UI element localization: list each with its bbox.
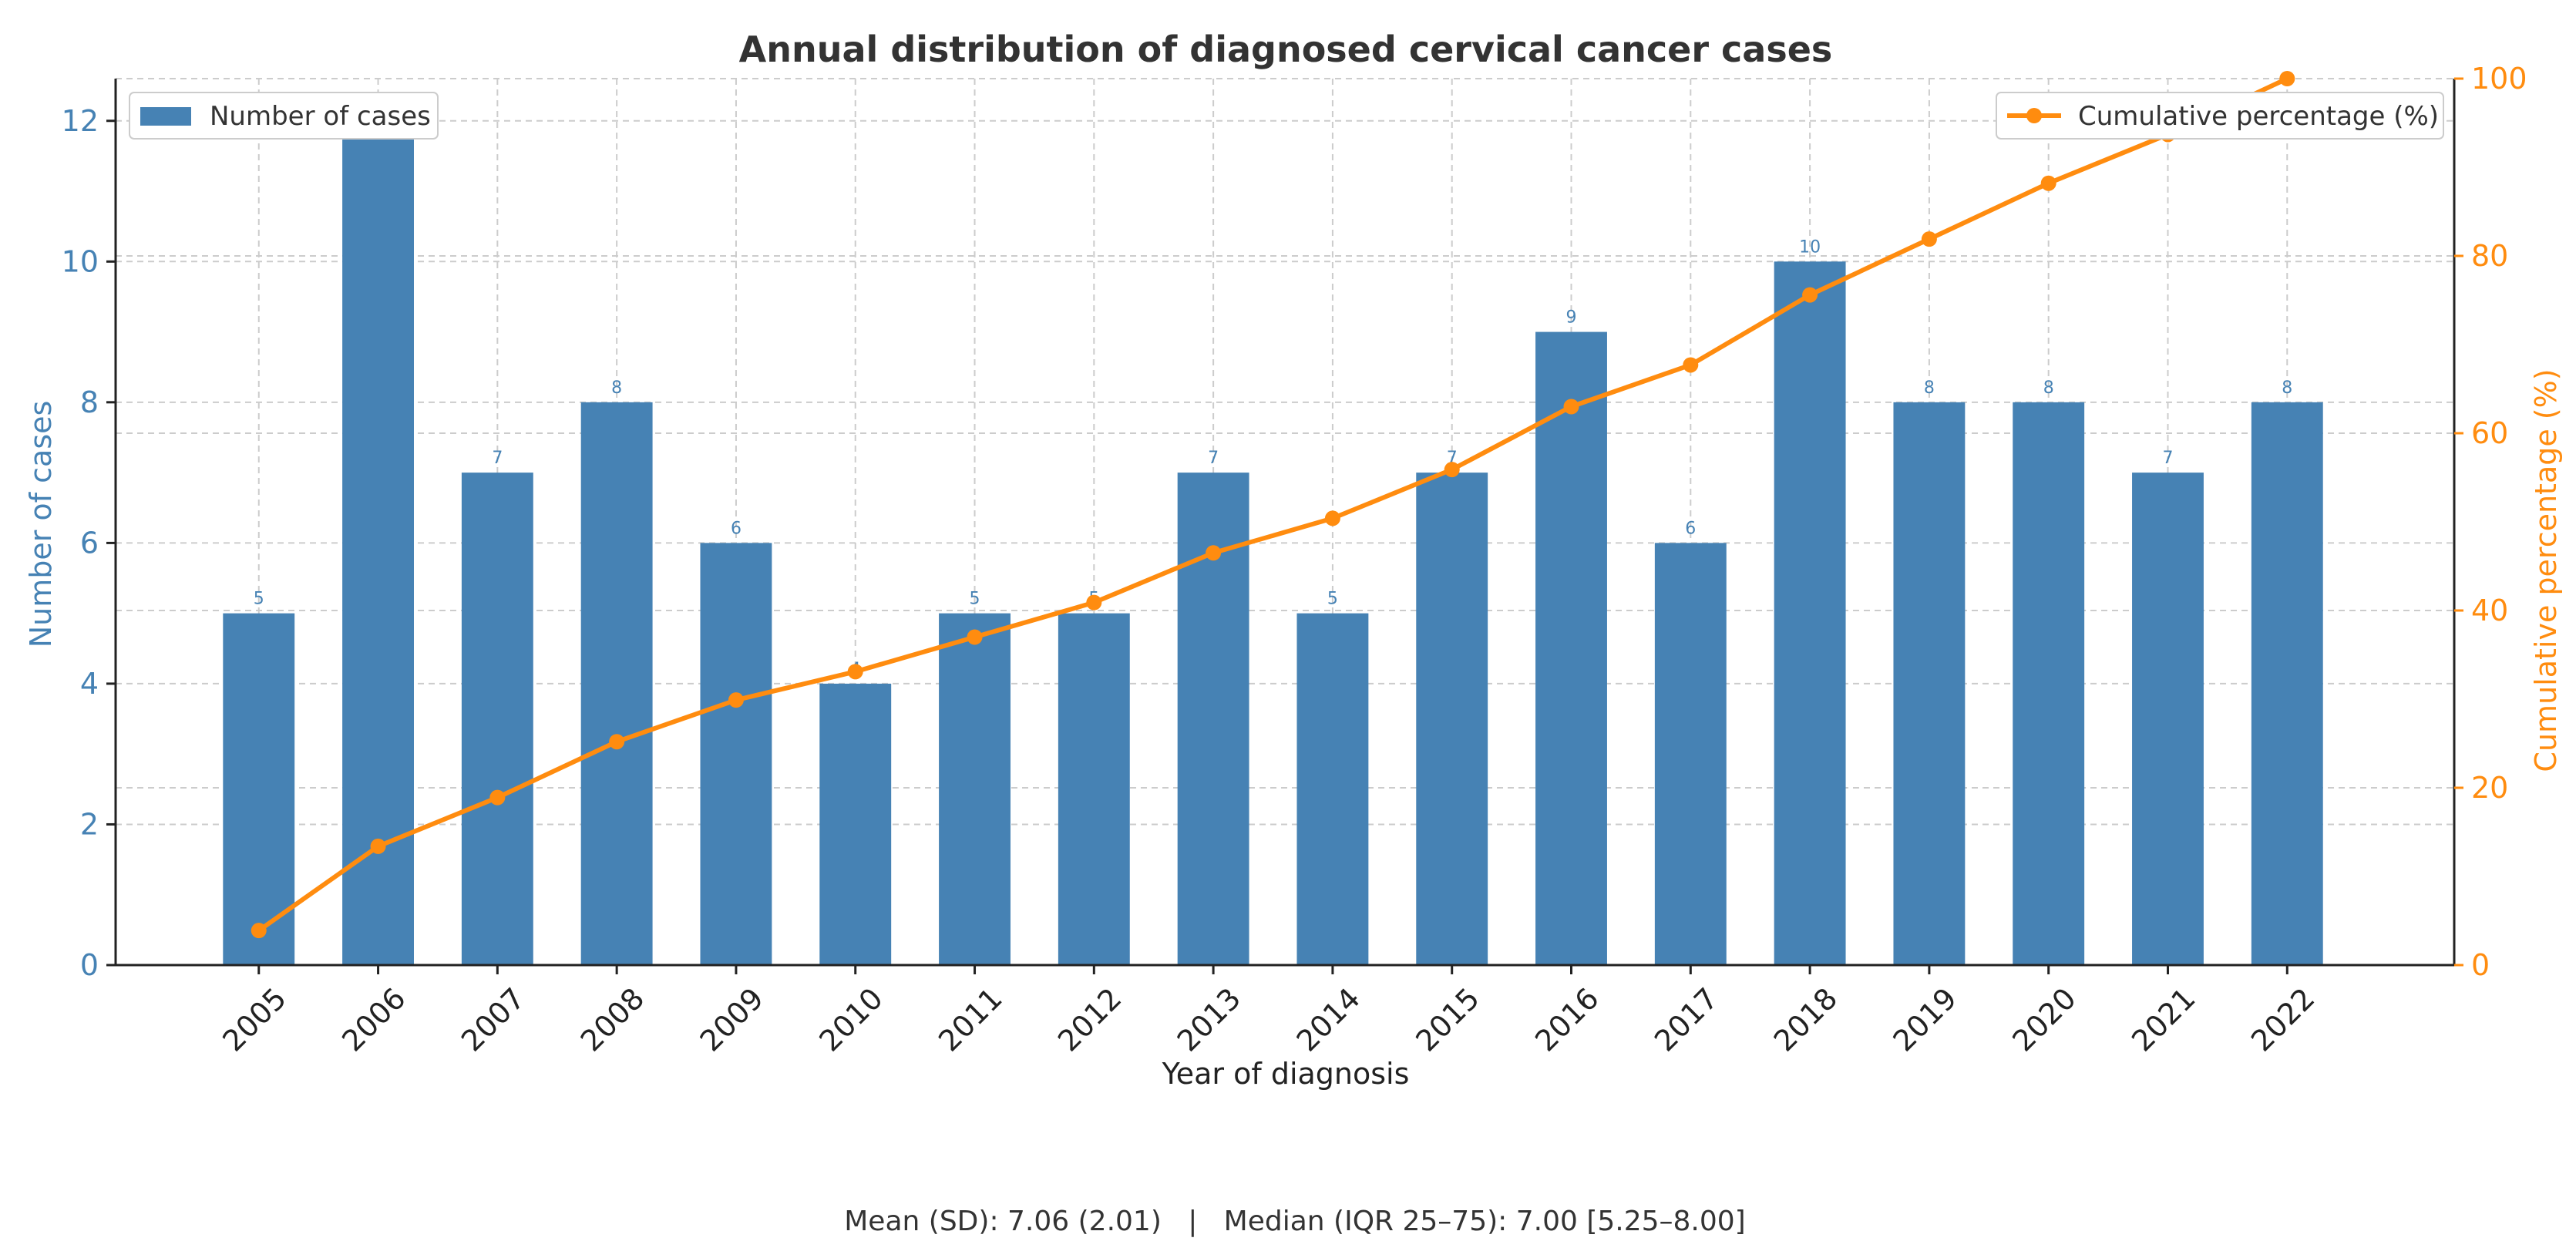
y-axis-label-left: Number of cases — [24, 401, 58, 648]
bar-value-label: 10 — [1799, 237, 1821, 257]
bar-value-label: 6 — [1685, 519, 1696, 538]
bar — [580, 402, 653, 965]
x-tick-label: 2021 — [2125, 981, 2202, 1058]
cumulative-point — [251, 923, 267, 939]
x-tick-label: 2013 — [1171, 981, 1248, 1058]
bar — [1296, 613, 1369, 965]
bar-value-label: 8 — [1924, 378, 1935, 398]
x-tick-label: 2006 — [335, 981, 412, 1058]
x-tick-label: 2010 — [812, 981, 889, 1058]
x-tick-label: 2014 — [1290, 981, 1367, 1058]
bar — [1893, 402, 1966, 965]
bar-value-label: 7 — [1208, 449, 1219, 468]
cumulative-point — [847, 664, 863, 680]
bar — [1774, 261, 1846, 965]
cumulative-point — [489, 789, 506, 806]
bar-value-label: 7 — [2162, 449, 2173, 468]
bar-value-label: 5 — [970, 590, 980, 609]
x-tick-label: 2007 — [455, 981, 532, 1058]
cumulative-point — [1086, 594, 1102, 610]
legend-bars-label: Number of cases — [210, 101, 431, 132]
cumulative-point — [2040, 175, 2056, 191]
bar — [819, 683, 892, 965]
y-tick-left-label: 8 — [80, 385, 99, 419]
axes-layer — [114, 79, 2456, 967]
y-tick-left-label: 12 — [62, 104, 99, 138]
legend-bars-swatch — [140, 107, 191, 126]
legend-line-marker — [2026, 108, 2042, 123]
x-tick-label: 2015 — [1409, 981, 1486, 1058]
bar — [2132, 473, 2204, 965]
y-tick-left-label: 10 — [62, 244, 99, 278]
bar-value-label: 7 — [492, 449, 503, 468]
cumulative-point — [370, 838, 386, 854]
cumulative-point — [967, 629, 983, 645]
x-tick-label: 2008 — [574, 981, 651, 1058]
y-tick-right-label: 0 — [2471, 948, 2490, 982]
bar-value-label: 9 — [1566, 308, 1577, 328]
bar — [1654, 543, 1727, 965]
bar — [1416, 473, 1488, 965]
y-tick-right-label: 20 — [2471, 771, 2508, 805]
bar-value-label: 5 — [1327, 590, 1338, 609]
bar — [2251, 402, 2323, 965]
cumulative-point — [1444, 462, 1460, 478]
y-tick-left-label: 6 — [80, 526, 99, 560]
x-tick-label: 2005 — [216, 981, 293, 1058]
legend-line-label: Cumulative percentage (%) — [2078, 101, 2439, 132]
legend-line: Cumulative percentage (%) — [1996, 92, 2444, 140]
x-tick-label: 2022 — [2245, 981, 2322, 1058]
bar-value-label: 8 — [2043, 378, 2054, 398]
bar — [1058, 613, 1130, 965]
cumulative-point — [2279, 71, 2295, 86]
bar — [223, 613, 295, 965]
y-tick-right-label: 80 — [2471, 239, 2508, 273]
legend-bars: Number of cases — [129, 92, 439, 140]
bar — [1535, 331, 1607, 966]
bar-layer: 51278645575796108878 — [223, 97, 2323, 966]
bar — [461, 473, 533, 965]
cumulative-point — [1802, 287, 1818, 303]
cumulative-point — [728, 692, 744, 708]
y-tick-left-label: 2 — [80, 807, 99, 841]
line-layer — [251, 71, 2295, 939]
x-tick-label: 2016 — [1528, 981, 1606, 1058]
x-tick-label: 2012 — [1051, 981, 1128, 1058]
chart-title: Annual distribution of diagnosed cervica… — [739, 29, 1833, 70]
x-tick-label: 2020 — [2006, 981, 2083, 1058]
y-axis-label-right: Cumulative percentage (%) — [2529, 368, 2563, 772]
cumulative-point — [1206, 545, 1222, 561]
x-tick-label: 2019 — [1887, 981, 1964, 1058]
cumulative-point — [1563, 399, 1579, 415]
x-tick-label: 2011 — [932, 981, 1009, 1058]
bar-value-label: 8 — [611, 378, 622, 398]
bar-value-label: 6 — [731, 519, 742, 538]
y-tick-right-label: 60 — [2471, 416, 2508, 450]
bar — [342, 120, 414, 965]
x-axis-label: Year of diagnosis — [1162, 1057, 1410, 1091]
bar-value-label: 8 — [2282, 378, 2292, 398]
bar — [2013, 402, 2085, 965]
y-tick-left-label: 0 — [80, 948, 99, 982]
bar — [939, 613, 1011, 965]
x-tick-label: 2009 — [694, 981, 771, 1058]
legend-bars-frame — [129, 92, 439, 140]
y-tick-left-label: 4 — [80, 667, 99, 701]
y-tick-right-label: 40 — [2471, 594, 2508, 627]
summary-stats: Mean (SD): 7.06 (2.01) | Median (IQR 25–… — [844, 1206, 1745, 1237]
x-tick-label: 2018 — [1767, 981, 1845, 1058]
cumulative-point — [1921, 231, 1937, 247]
bar — [700, 543, 772, 965]
bar-value-label: 5 — [254, 590, 264, 609]
x-tick-label: 2017 — [1648, 981, 1725, 1058]
cumulative-point — [1324, 510, 1340, 526]
cumulative-point — [1683, 357, 1699, 373]
cumulative-line — [257, 76, 2288, 933]
legend-line-frame — [1996, 92, 2444, 140]
cumulative-point — [609, 734, 625, 750]
y-tick-right-label: 100 — [2471, 62, 2527, 96]
